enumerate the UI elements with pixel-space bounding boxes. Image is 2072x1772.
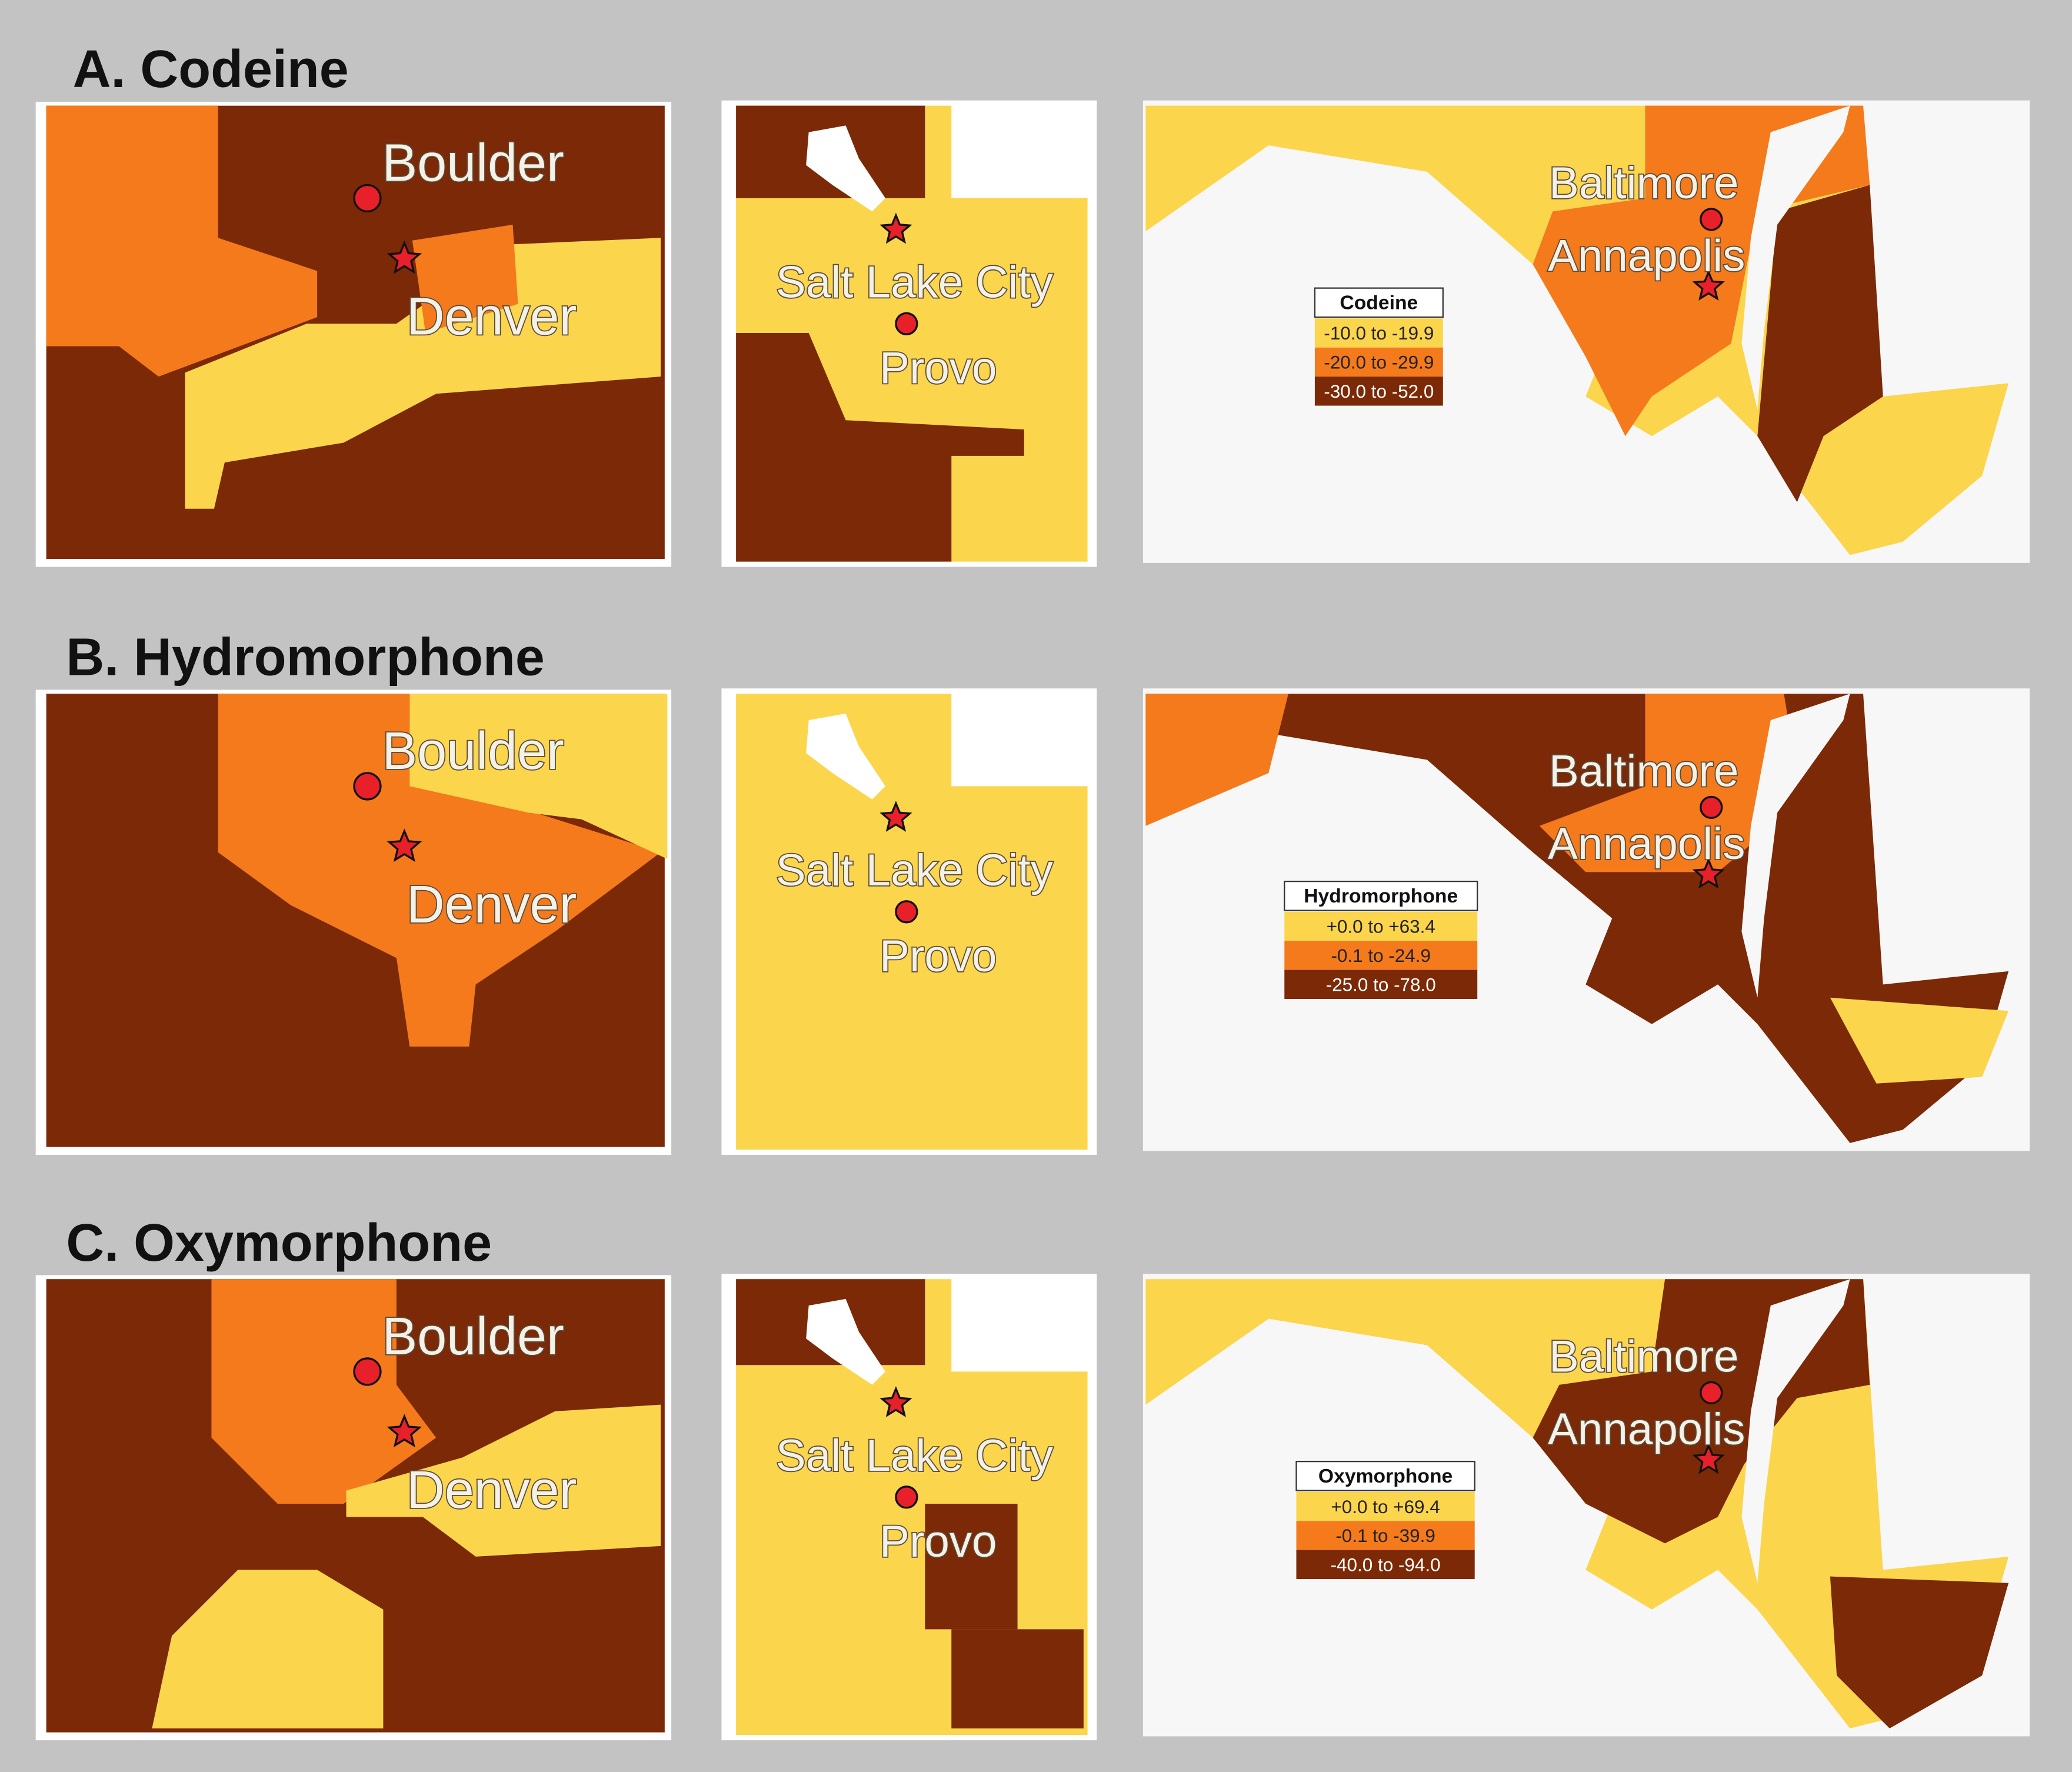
legend-swatch xyxy=(1296,1521,1475,1550)
city-label: Boulder xyxy=(382,722,564,781)
state xyxy=(1145,694,2009,1143)
panel-row: B. Hydromorphone Boulder Denver Salt Lake C… xyxy=(35,628,2030,1155)
city-marker xyxy=(353,772,382,801)
city-marker xyxy=(1700,208,1723,231)
legend-swatch xyxy=(1296,1550,1475,1580)
city-label: Provo xyxy=(880,343,997,393)
city-marker xyxy=(895,1485,918,1509)
city-label: Provo xyxy=(880,931,997,981)
city-label: Boulder xyxy=(382,1307,564,1366)
legend-title: Hydromorphone xyxy=(1304,885,1458,907)
legend-item: -0.1 to -39.9 xyxy=(1335,1525,1435,1546)
lake xyxy=(806,1298,885,1385)
legend-title-box xyxy=(1295,1461,1475,1491)
legend-title-box xyxy=(1284,881,1478,911)
county xyxy=(1830,1576,2009,1728)
county xyxy=(211,1279,437,1504)
capital-marker xyxy=(1692,857,1725,889)
bay xyxy=(1741,1279,1850,1583)
legend-swatch xyxy=(1314,318,1443,348)
county xyxy=(409,694,668,859)
city-label: Salt Lake City xyxy=(776,845,1054,895)
city-marker xyxy=(895,312,918,335)
panel-title: C. Oxymorphone xyxy=(66,1214,492,1273)
capital-marker xyxy=(387,828,422,862)
city-marker xyxy=(1700,795,1723,820)
city-label: Annapolis xyxy=(1548,231,1745,281)
legend-swatch xyxy=(1296,1491,1475,1521)
county xyxy=(185,238,661,509)
capital-marker xyxy=(1692,1443,1725,1474)
city-marker xyxy=(895,900,918,924)
capital-marker xyxy=(1692,269,1725,301)
legend-title-box xyxy=(1314,287,1444,318)
city-label: Denver xyxy=(407,287,577,346)
city-label: Baltimore xyxy=(1549,158,1739,208)
bay xyxy=(1741,105,1850,410)
city-label: Baltimore xyxy=(1549,1331,1739,1381)
legend-item: -40.0 to -94.0 xyxy=(1331,1555,1441,1576)
city-label: Boulder xyxy=(382,134,564,193)
capital-marker xyxy=(387,240,422,274)
county xyxy=(46,105,318,377)
county xyxy=(1757,185,1883,502)
legend-swatch xyxy=(1284,911,1478,941)
city-marker xyxy=(1700,1381,1723,1405)
city-marker xyxy=(353,1357,382,1386)
city-label: Annapolis xyxy=(1548,1404,1745,1454)
legend-item: -0.1 to -24.9 xyxy=(1331,945,1431,966)
legend-item: -30.0 to -52.0 xyxy=(1324,381,1434,402)
panel-title: A. Codeine xyxy=(73,40,349,99)
county xyxy=(951,1629,1084,1728)
panel-title: B. Hydromorphone xyxy=(66,628,544,687)
county xyxy=(346,1404,661,1557)
legend-title: Codeine xyxy=(1340,292,1418,314)
legend-item: -25.0 to -78.0 xyxy=(1326,975,1436,995)
county xyxy=(736,333,1024,562)
county xyxy=(152,1570,384,1728)
legend-title: Oxymorphone xyxy=(1318,1465,1453,1487)
legend-swatch xyxy=(1314,347,1443,377)
panel-row: C. Oxymorphone Boulder Denver Salt Lake Cit… xyxy=(35,1214,2030,1741)
county xyxy=(1830,997,2009,1084)
city-label: Denver xyxy=(407,875,577,934)
city-label: Provo xyxy=(880,1517,997,1567)
city-label: Denver xyxy=(407,1461,577,1520)
city-marker xyxy=(353,184,382,213)
legend-item: +0.0 to +69.4 xyxy=(1331,1497,1440,1517)
legend-item: -10.0 to -19.9 xyxy=(1324,323,1434,344)
capital-marker xyxy=(387,1414,422,1448)
legend-swatch xyxy=(1314,377,1443,406)
lake xyxy=(806,125,885,212)
capital-marker xyxy=(880,801,912,832)
lake xyxy=(806,713,885,800)
bay xyxy=(1741,694,1850,998)
county xyxy=(1145,694,1289,826)
county xyxy=(925,1504,1018,1630)
city-label: Salt Lake City xyxy=(776,1431,1054,1481)
panel-row: A. Codeine Boulder Denver Salt Lake City Pro… xyxy=(35,40,2030,567)
capital-marker xyxy=(880,212,912,244)
county xyxy=(218,694,661,1047)
legend-swatch xyxy=(1284,970,1478,1000)
county xyxy=(412,224,518,334)
city-label: Annapolis xyxy=(1548,819,1745,869)
legend-item: -20.0 to -29.9 xyxy=(1324,352,1434,373)
county xyxy=(1539,694,1797,872)
legend-swatch xyxy=(1284,941,1478,970)
legend-item: +0.0 to +63.4 xyxy=(1327,917,1435,937)
capital-marker xyxy=(880,1386,912,1417)
city-label: Salt Lake City xyxy=(776,257,1054,307)
city-label: Baltimore xyxy=(1549,746,1739,796)
